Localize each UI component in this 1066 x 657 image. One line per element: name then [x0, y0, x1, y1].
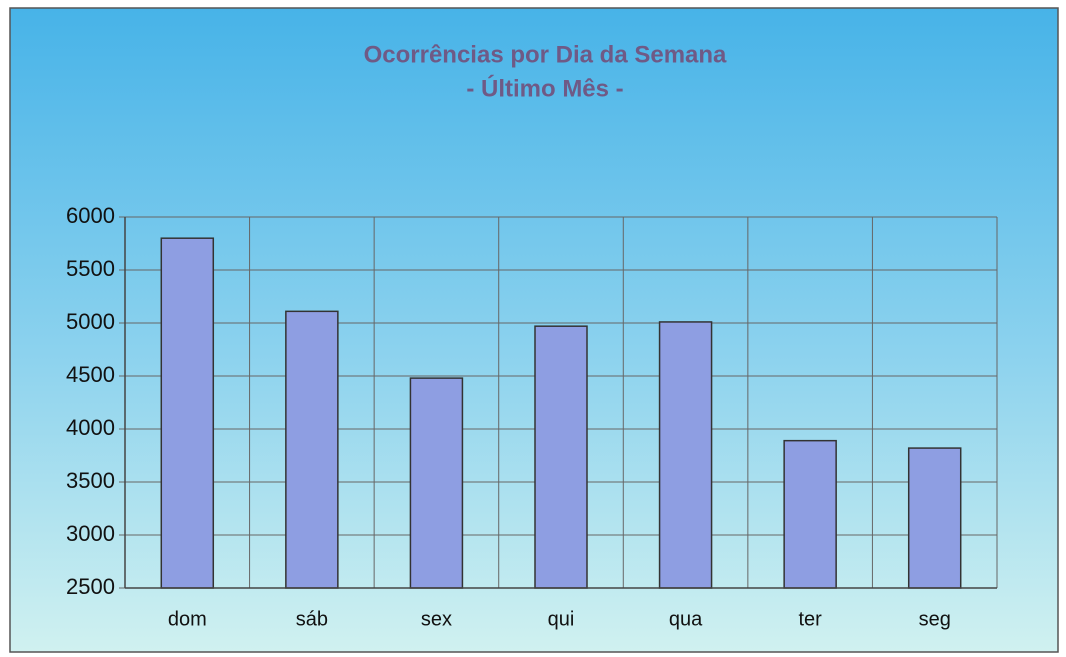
bar: [658, 321, 713, 589]
y-tick-label: 4500: [66, 362, 115, 387]
y-tick-label: 2500: [66, 574, 115, 599]
bar: [409, 377, 464, 589]
bar: [907, 447, 962, 589]
bar: [285, 310, 339, 589]
y-tick-label: 3000: [66, 521, 115, 546]
chart-subtitle: - Último Mês -: [466, 74, 623, 102]
x-tick-label: sáb: [296, 608, 328, 630]
x-tick-label: sex: [421, 608, 452, 630]
bar: [783, 439, 837, 589]
y-tick-label: 5000: [66, 309, 115, 334]
x-tick-label: qui: [548, 608, 575, 630]
y-tick-label: 4000: [66, 415, 115, 440]
x-tick-label: dom: [168, 608, 207, 630]
y-tick-label: 6000: [66, 203, 115, 228]
bar: [160, 237, 215, 589]
bar: [534, 325, 588, 589]
chart-title: Ocorrências por Dia da Semana: [364, 41, 727, 68]
x-tick-label: seg: [919, 608, 951, 630]
x-tick-label: ter: [798, 608, 822, 630]
y-tick-label: 5500: [66, 256, 115, 281]
x-tick-label: qua: [669, 608, 703, 630]
y-tick-label: 3500: [66, 468, 115, 493]
